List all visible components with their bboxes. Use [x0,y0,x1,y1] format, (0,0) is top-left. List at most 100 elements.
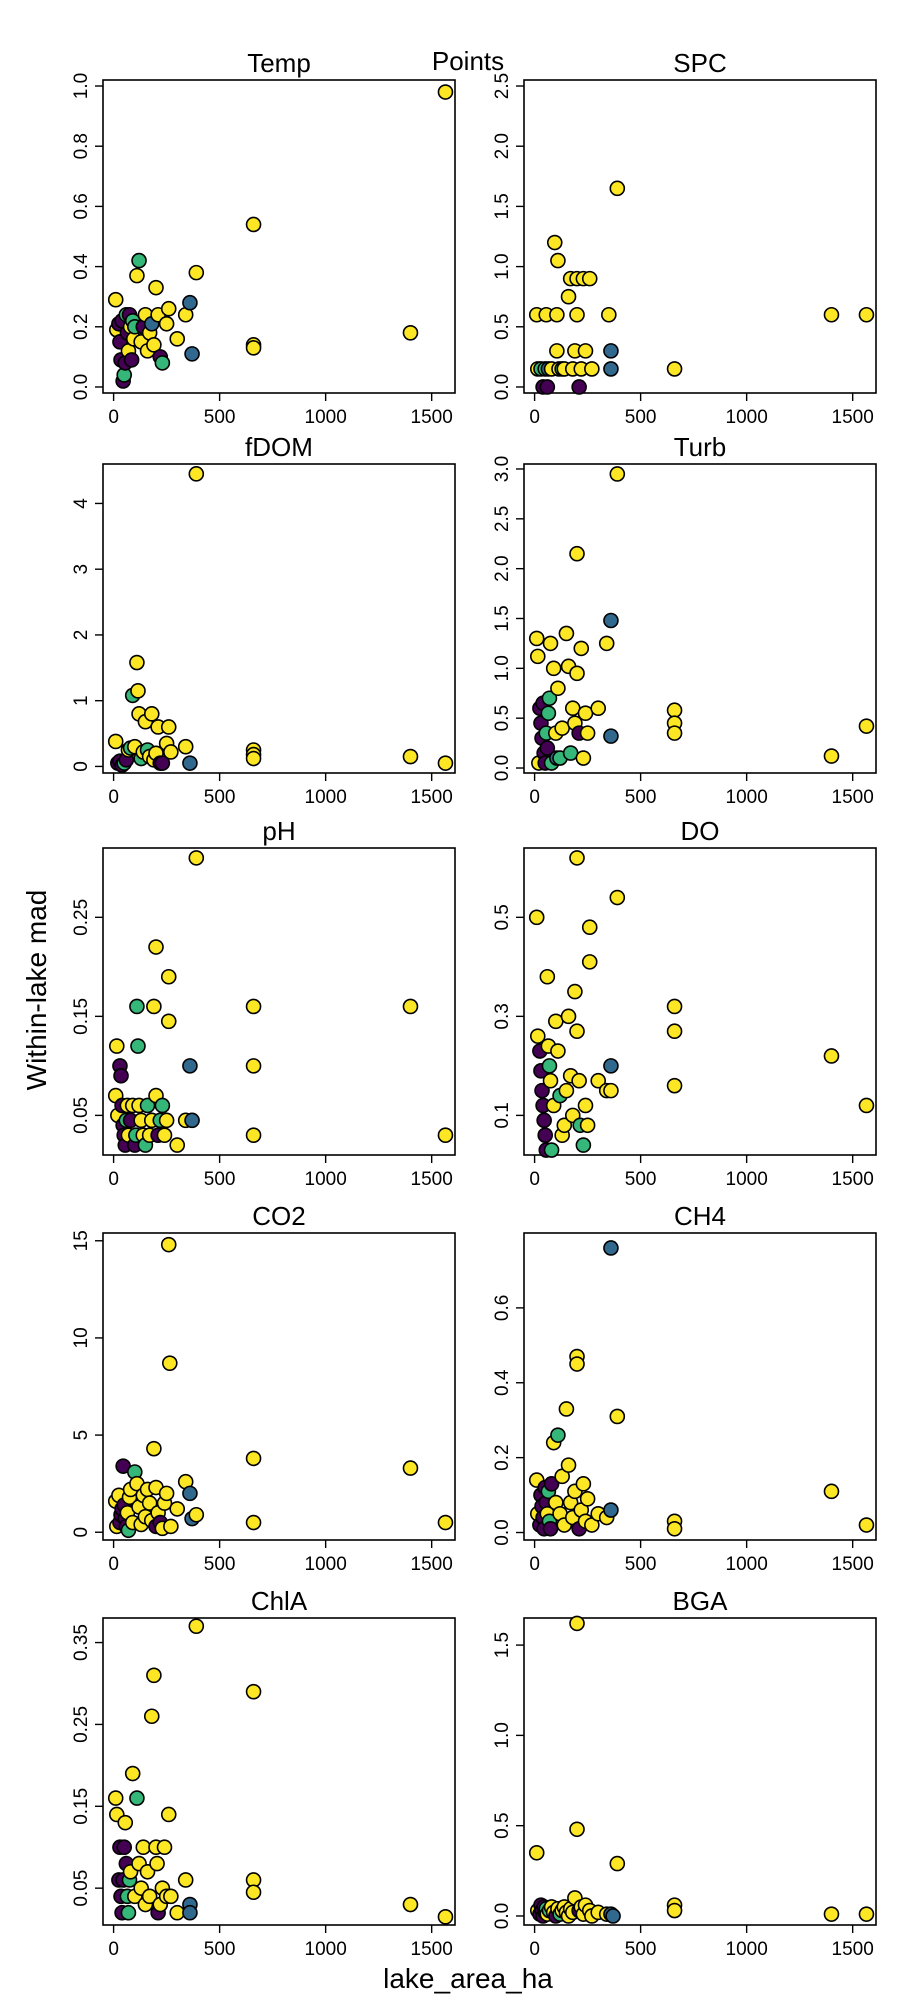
panel-3: Turb 0 500 1000 1500 0.0 0.5 1.0 1.5 2.0 2.5 3.0 [492,432,877,808]
data-point [108,1038,125,1054]
data-point [540,705,557,721]
data-point [569,306,585,323]
data-point [569,850,585,866]
x-tick-label: 1500 [832,1169,874,1190]
data-point [245,1884,262,1901]
data-point [402,748,419,765]
data-point [160,1236,177,1253]
data-point [139,1097,156,1114]
data-point [160,968,177,985]
data-point [569,1356,585,1372]
panel-title: DO [681,816,720,846]
data-point [601,306,617,323]
data-point [245,340,262,356]
data-point [182,755,198,771]
data-point [579,1491,596,1507]
x-tick-label: 500 [625,1554,657,1575]
data-point [609,180,626,197]
y-tick-label: 10 [71,1327,92,1348]
data-point [569,1023,585,1040]
data-point [581,954,598,970]
data-point [567,983,583,1000]
data-point [564,700,581,717]
data-point [120,1904,137,1921]
data-point [402,1460,419,1476]
data-point [542,1072,559,1089]
data-point [577,1097,594,1114]
y-tick-label: 1.0 [492,253,513,279]
data-point [163,744,179,760]
data-point [579,1117,596,1134]
y-tick-label: 1.5 [492,605,513,631]
plot-frame [523,1617,877,1926]
data-point [143,706,160,722]
y-tick-label: 0.6 [71,193,92,219]
x-tick-label: 1500 [411,407,453,428]
data-point [569,545,585,562]
data-point [603,361,619,377]
data-point [666,702,683,719]
y-tick-label: 0.2 [71,314,92,340]
data-point [603,728,619,744]
data-point [177,738,194,755]
data-point [129,998,145,1015]
data-point [577,705,594,721]
data-point [146,337,162,353]
data-point [528,1844,545,1861]
data-point [107,733,124,750]
data-point [149,1855,165,1872]
y-tick-label: 0.5 [492,314,513,340]
data-point [129,267,145,284]
data-point [160,300,177,317]
x-tick-label: 1500 [832,1554,874,1575]
data-point [666,1023,683,1040]
data-point [402,325,419,341]
data-point [188,1618,205,1634]
data-point [169,1501,186,1517]
data-point [107,1790,124,1806]
panel-9: BGA 0 500 1000 1500 0.0 0.5 1.0 1.5 [492,1586,877,1960]
data-point [131,252,147,269]
data-point [156,1839,173,1856]
data-point [605,1908,621,1924]
data-point [245,1058,262,1074]
panel-title: CH4 [674,1201,726,1231]
x-tick-label: 500 [204,787,236,808]
panel-title: Turb [674,432,727,462]
data-point [666,361,683,377]
panel-title: CO2 [252,1201,305,1231]
data-point [107,291,124,308]
x-tick-label: 500 [625,1169,657,1190]
data-point [584,361,600,377]
y-tick-label: 0.5 [492,705,513,731]
y-tick-label: 1 [71,695,92,706]
x-tick-label: 500 [204,1939,236,1960]
data-point [603,343,619,359]
data-point [560,288,577,305]
panel-title: Temp [247,48,311,78]
data-point [609,466,626,482]
x-tick-label: 0 [108,1939,119,1960]
data-point [177,1872,194,1888]
data-point [542,635,559,652]
data-point [113,1067,129,1084]
data-point [569,1821,585,1838]
data-point [603,1058,619,1074]
x-tick-label: 500 [204,407,236,428]
data-point [402,1896,419,1913]
data-point [146,998,162,1015]
panel-8: ChlA 0 500 1000 1500 0.05 0.15 0.25 0.35 [71,1586,456,1960]
data-point [163,1518,179,1535]
plot-frame [523,79,877,394]
panel-title: fDOM [245,432,313,462]
data-point [402,998,419,1015]
x-tick-label: 1500 [411,1939,453,1960]
data-point [148,279,164,296]
data-point [188,1506,205,1523]
y-tick-label: 3.0 [492,456,513,482]
data-point [536,1112,552,1129]
data-point [556,1117,573,1134]
data-point [666,1520,683,1537]
data-point [548,1013,564,1030]
